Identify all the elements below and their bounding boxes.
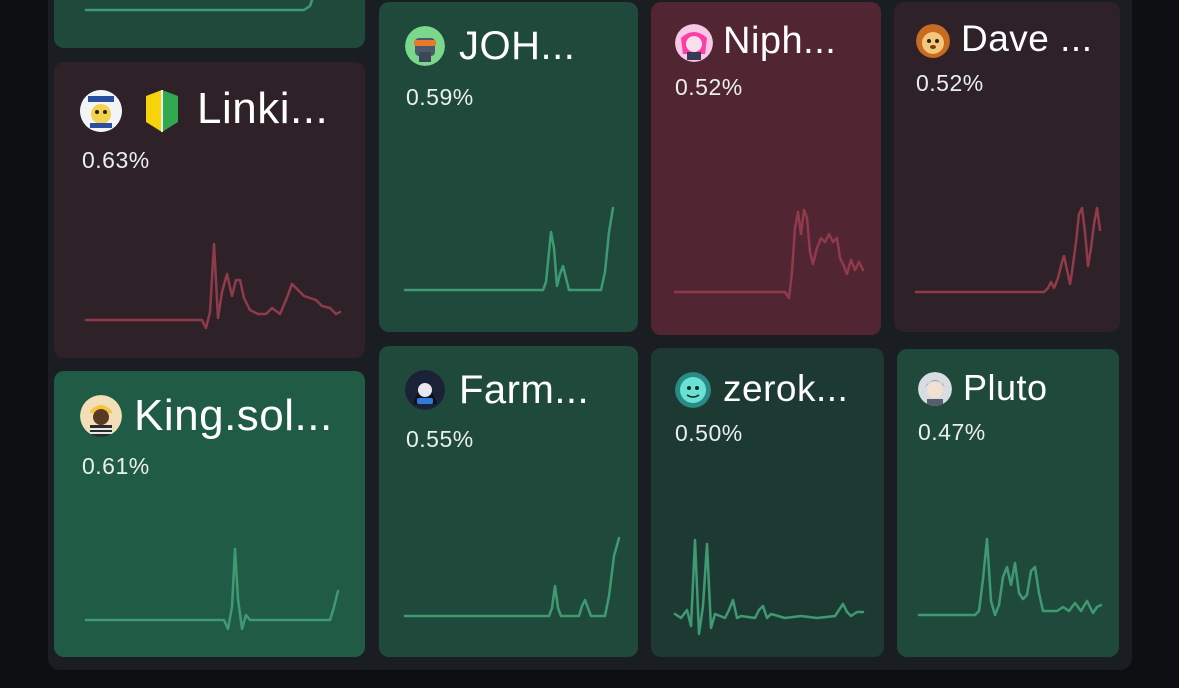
tile-name: King.sol... <box>134 391 333 440</box>
tile-name: Farm... <box>459 368 590 412</box>
tile-niph[interactable]: Niph... 0.52% <box>651 2 881 335</box>
clipart-avatar-icon <box>80 90 122 132</box>
tile-zerok[interactable]: zerok... 0.50% <box>651 348 884 657</box>
partial-tile-top[interactable] <box>54 0 365 48</box>
tile-percentage: 0.52% <box>675 74 743 100</box>
hooded-avatar-icon <box>405 370 445 410</box>
sparkline-path <box>403 536 621 618</box>
sparkline-path <box>914 206 1102 294</box>
tile-percentage: 0.59% <box>406 84 474 110</box>
sparkline <box>84 547 340 631</box>
grey-hair-avatar-icon <box>918 372 952 406</box>
sparkline-path <box>403 206 615 292</box>
person-cap-avatar-icon <box>80 395 122 437</box>
tile-name: Niph... <box>723 20 837 62</box>
sparkline-path <box>84 0 314 12</box>
dog-avatar-icon <box>916 24 950 58</box>
sparkline-path <box>673 208 865 300</box>
sparkline-path <box>84 242 342 330</box>
sparkline <box>917 537 1103 617</box>
tile-name: JOH... <box>459 24 576 68</box>
tile-name: Linki... <box>197 84 329 133</box>
tile-percentage: 0.47% <box>918 419 986 445</box>
sparkline-path <box>917 537 1103 617</box>
tile-name: zerok... <box>723 368 849 409</box>
sparkline <box>914 206 1102 294</box>
sparkline-path <box>84 547 340 631</box>
sparkline <box>84 0 314 12</box>
sparkline <box>673 208 865 300</box>
tile-linki[interactable]: Linki... 0.63% <box>54 62 365 358</box>
beginner-leaf-icon <box>146 90 178 132</box>
tile-name: Pluto <box>963 367 1048 408</box>
sparkline <box>403 206 615 292</box>
cyan-face-avatar-icon <box>675 372 711 408</box>
sparkline <box>673 538 865 636</box>
leaderboard-panel: Linki... 0.63% JOH... 0.59% <box>48 0 1132 670</box>
tile-percentage: 0.52% <box>916 70 984 96</box>
tile-percentage: 0.63% <box>82 147 150 173</box>
sparkline-path <box>673 538 865 636</box>
tile-king[interactable]: King.sol... 0.61% <box>54 371 365 657</box>
tile-pluto[interactable]: Pluto 0.47% <box>897 349 1119 657</box>
robot-avatar-icon <box>405 26 445 66</box>
tile-percentage: 0.50% <box>675 420 743 446</box>
anime-avatar-icon <box>675 24 713 62</box>
tile-percentage: 0.55% <box>406 426 474 452</box>
tile-joh[interactable]: JOH... 0.59% <box>379 2 638 332</box>
tile-name: Dave ... <box>961 18 1093 59</box>
sparkline <box>84 242 342 330</box>
tile-farm[interactable]: Farm... 0.55% <box>379 346 638 657</box>
tile-dave[interactable]: Dave ... 0.52% <box>894 2 1120 332</box>
sparkline <box>403 536 621 618</box>
tile-percentage: 0.61% <box>82 453 150 479</box>
